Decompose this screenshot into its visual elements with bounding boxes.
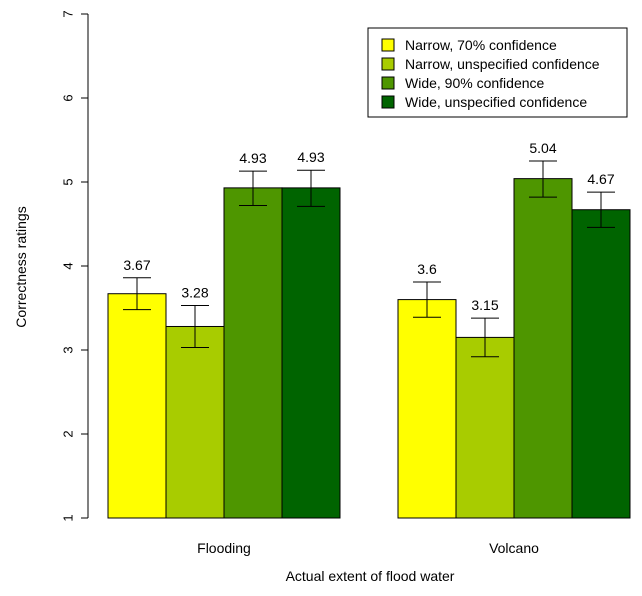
y-tick-label: 2 [61,430,76,437]
value-labels: 3.67 3.28 4.93 4.93 3.6 3.15 5.04 4.67 [123,140,614,313]
bar-flooding-wide-unspecified-confidence [281,187,341,519]
y-axis-label: Correctness ratings [13,206,29,327]
legend-label: Narrow, unspecified confidence [405,56,600,72]
y-tick-label: 4 [61,262,76,269]
bar-flooding-narrow-70-confidence [107,293,167,519]
data-label: 5.04 [529,140,556,156]
data-label: 3.15 [471,297,498,313]
legend-swatch-narrow-unspecified-confidence [381,57,395,71]
y-tick-label: 7 [61,10,76,17]
bar-flooding-wide-90-confidence [223,187,283,519]
legend-box [367,27,628,118]
legend-label: Narrow, 70% confidence [405,37,557,53]
legend-swatch-wide-unspecified-confidence [381,95,395,109]
legend-swatch-narrow-70-confidence [381,38,395,52]
y-tick-label: 3 [61,346,76,353]
x-tick-label-flooding: Flooding [197,540,251,556]
data-label: 4.93 [297,149,324,165]
bar-volcano-wide-unspecified-confidence [571,209,631,519]
legend-swatch-wide-90-confidence [381,76,395,90]
data-label: 4.67 [587,171,614,187]
bars [107,160,631,519]
axes: 1 2 3 4 5 6 7 Flooding Volcano [61,10,540,556]
x-axis-label: Actual extent of flood water [286,568,455,584]
data-label: 4.93 [239,150,266,166]
x-tick-label-volcano: Volcano [489,540,539,556]
bar-flooding-narrow-unspecified-confidence [165,325,225,519]
bar-volcano-wide-90-confidence [513,178,573,519]
y-tick-label: 1 [61,514,76,521]
legend-label: Wide, unspecified confidence [405,94,587,110]
data-label: 3.28 [181,284,208,300]
bar-volcano-narrow-70-confidence [397,299,457,519]
y-tick-label: 5 [61,178,76,185]
legend-label: Wide, 90% confidence [405,75,545,91]
y-tick-label: 6 [61,94,76,101]
legend: Narrow, 70% confidence Narrow, unspecifie… [367,27,628,118]
bar-volcano-narrow-unspecified-confidence [455,336,515,519]
data-label: 3.6 [417,261,437,277]
data-label: 3.67 [123,257,150,273]
